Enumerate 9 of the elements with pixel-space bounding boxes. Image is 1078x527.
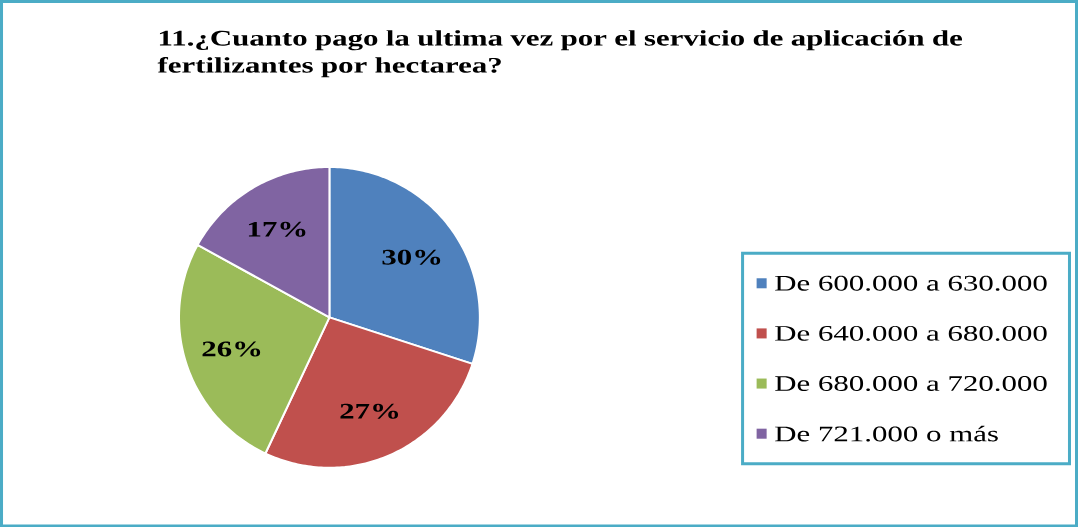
data-label: 27% (340, 403, 399, 419)
legend-label: De 640.000 a 680.000 (775, 325, 1047, 341)
legend-label: De 600.000 a 630.000 (775, 275, 1047, 291)
data-label: 30% (382, 249, 441, 265)
data-label: 17% (248, 221, 306, 237)
data-label: 26% (202, 341, 261, 357)
legend-label: De 680.000 a 720.000 (775, 375, 1047, 391)
chart-title: 11.¿Cuanto pago la ultima vez por el servicio de aplicación de fertilizantes por hectarea? (157, 29, 963, 77)
legend-label: De 721.000 o más (775, 425, 998, 442)
